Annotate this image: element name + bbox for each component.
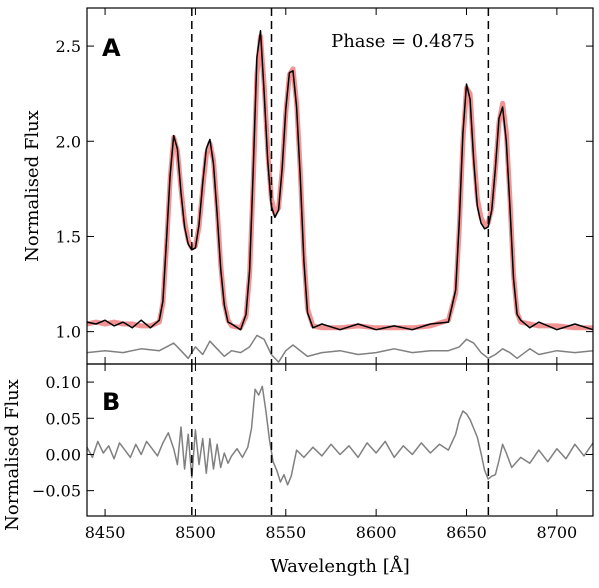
x-tick-label: 8700 [536, 523, 577, 542]
x-axis-label: Wavelength [Å] [270, 555, 410, 577]
panel-a-ticks: 1.0 1.5 2.0 2.5 [56, 8, 593, 364]
panel-b-ytick-label: 0.10 [45, 373, 81, 392]
panel-b-frame [86, 363, 594, 517]
panel-a-series-2-line [86, 334, 594, 363]
x-tick-label: 8450 [85, 523, 126, 542]
panel-a-ytick-label: 1.5 [56, 227, 81, 246]
panel-b-ylabel: Normalised Flux [2, 379, 23, 531]
panel-a: 1.0 1.5 2.0 2.5 A Phase = 0.4875 Normalised… [22, 7, 594, 365]
panel-b-ytick-label: −0.05 [32, 482, 81, 501]
x-tick-label: 8500 [175, 523, 216, 542]
panel-a-ytick-label: 2.5 [56, 37, 81, 56]
panel-b-reference-lines [191, 364, 490, 516]
panel-a-series-0-line [86, 34, 593, 331]
panel-a-series [86, 30, 594, 363]
panel-b-ticks: −0.05 0.00 0.05 0.10 8450 8500 8550 8600 8650 870… [32, 364, 593, 542]
panel-a-series-1-line [86, 30, 594, 331]
x-tick-label: 8550 [265, 523, 306, 542]
panel-a-ytick-label: 1.0 [56, 323, 81, 342]
x-tick-label: 8650 [446, 523, 487, 542]
x-tick-label: 8600 [356, 523, 397, 542]
panel-b-ytick-label: 0.05 [45, 409, 81, 428]
panel-b-ytick-label: 0.00 [45, 445, 81, 464]
panel-a-letter: A [102, 34, 121, 62]
panel-a-reference-lines [191, 8, 490, 364]
panel-a-ytick-label: 2.0 [56, 132, 81, 151]
panel-a-ylabel: Normalised Flux [22, 110, 43, 262]
panel-b-series [86, 385, 594, 486]
panel-b-series-0-line [86, 385, 594, 486]
panel-b-letter: B [102, 388, 120, 416]
panel-b: −0.05 0.00 0.05 0.10 8450 8500 8550 8600 8650 870… [2, 363, 594, 577]
phase-annotation: Phase = 0.4875 [331, 31, 475, 52]
